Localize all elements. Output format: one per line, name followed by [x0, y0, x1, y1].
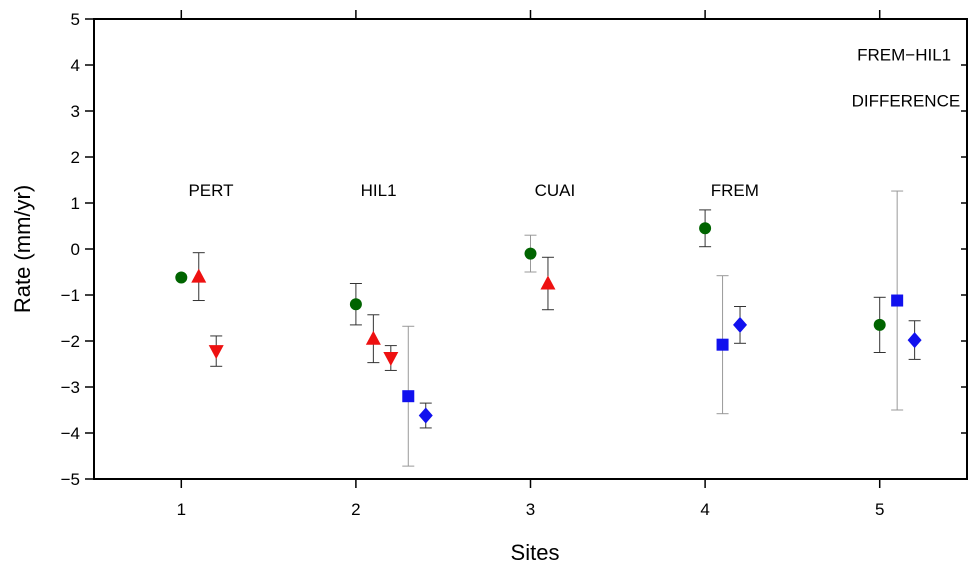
site-label: FREM — [711, 181, 759, 200]
x-tick-label: 3 — [526, 500, 535, 519]
circle-point — [699, 222, 712, 235]
y-axis-label: Rate (mm/yr) — [10, 185, 35, 313]
triangle-up-point — [365, 330, 381, 345]
triangle-down-point — [208, 345, 224, 360]
data-markers — [175, 222, 922, 424]
x-tick-label: 1 — [177, 500, 186, 519]
y-tick-label: 5 — [71, 10, 80, 29]
x-tick-label: 4 — [700, 500, 709, 519]
chart-annotations: PERT HIL1 CUAI FREM FREM−HIL1 DIFFERENCE — [188, 45, 960, 200]
x-tick-label: 5 — [875, 500, 884, 519]
site-label: CUAI — [535, 181, 576, 200]
y-tick-label: 1 — [71, 194, 80, 213]
x-tick-label: 2 — [351, 500, 360, 519]
site-label: HIL1 — [361, 181, 397, 200]
triangle-down-point — [383, 352, 399, 367]
y-tick-label: −5 — [61, 470, 80, 489]
y-tick-label: 4 — [71, 56, 80, 75]
diamond-point — [418, 407, 433, 424]
y-tick-label: 3 — [71, 102, 80, 121]
y-tick-label: −1 — [61, 286, 80, 305]
y-tick-label: −3 — [61, 378, 80, 397]
error-bars — [192, 190, 921, 467]
square-point — [402, 390, 415, 403]
square-point — [891, 294, 904, 307]
annotation-text: DIFFERENCE — [852, 91, 961, 110]
site-label: PERT — [188, 181, 233, 200]
diamond-point — [733, 316, 748, 333]
tick-labels: 1 2 3 4 5 5 4 3 2 1 0 −1 −2 −3 −4 −5 — [61, 10, 885, 519]
axis-ticks — [85, 10, 967, 488]
circle-point — [524, 247, 537, 260]
annotation-text: FREM−HIL1 — [857, 45, 951, 64]
y-tick-label: 0 — [71, 240, 80, 259]
y-tick-label: 2 — [71, 148, 80, 167]
triangle-up-point — [540, 275, 556, 290]
circle-point — [175, 271, 188, 284]
circle-point — [873, 318, 886, 331]
triangle-up-point — [191, 268, 207, 283]
circle-point — [349, 298, 362, 311]
x-axis-label: Sites — [511, 540, 560, 565]
square-point — [716, 338, 729, 351]
diamond-point — [907, 332, 922, 349]
y-tick-label: −4 — [61, 424, 80, 443]
y-tick-label: −2 — [61, 332, 80, 351]
